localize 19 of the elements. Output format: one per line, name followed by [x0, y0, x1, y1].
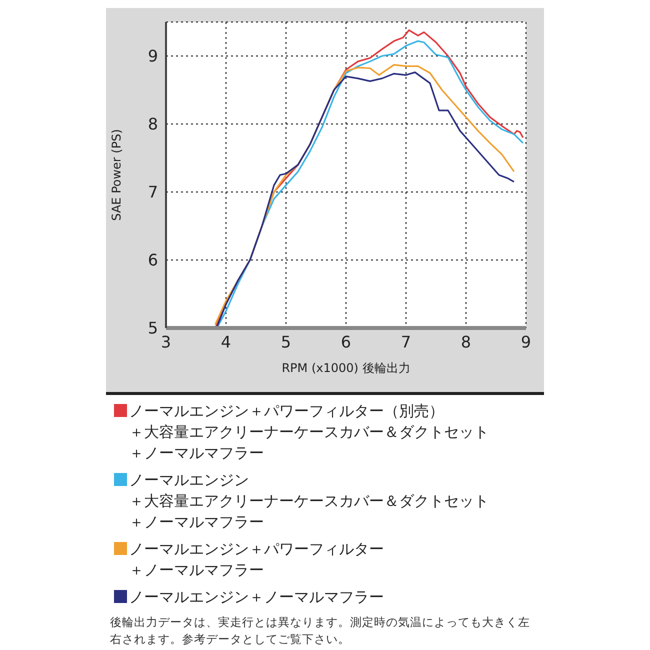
x-tick-label: 5 — [280, 332, 292, 352]
legend-label: ノーマルエンジン＋大容量エアクリーナーケースカバー＆ダクトセット＋ノーマルマフラー — [129, 470, 489, 533]
legend-label: ノーマルエンジン＋パワーフィルター＋ノーマルマフラー — [129, 539, 384, 581]
text: 後輪出力データは、実走行とは異なります。測定時の気温によっても大きく左右されます。参考データとしてご覧下さい。 — [110, 614, 531, 648]
y-tick-label: 9 — [148, 46, 158, 66]
x-tick-label: 3 — [160, 332, 172, 352]
y-tick-label: 8 — [148, 114, 158, 134]
x-tick-label: 6 — [340, 332, 352, 352]
x-tick-label: 8 — [460, 332, 472, 352]
legend-label: ノーマルエンジン＋ノーマルマフラー — [129, 587, 384, 608]
x-tick-label: 7 — [400, 332, 412, 352]
y-tick-label: 7 — [148, 182, 158, 202]
x-axis-title: RPM (x1000) 後輪出力 — [282, 361, 410, 375]
x-tick-label: 4 — [220, 332, 232, 352]
y-axis-title: SAE Power (PS) — [109, 129, 124, 221]
legend-label: ノーマルエンジン＋パワーフィルター（別売）＋大容量エアクリーナーケースカバー＆ダクトセット＋ノーマルマフラー — [129, 401, 489, 464]
y-tick-label: 5 — [148, 318, 158, 338]
y-tick-label: 6 — [148, 250, 158, 270]
x-tick-label: 9 — [520, 332, 532, 352]
